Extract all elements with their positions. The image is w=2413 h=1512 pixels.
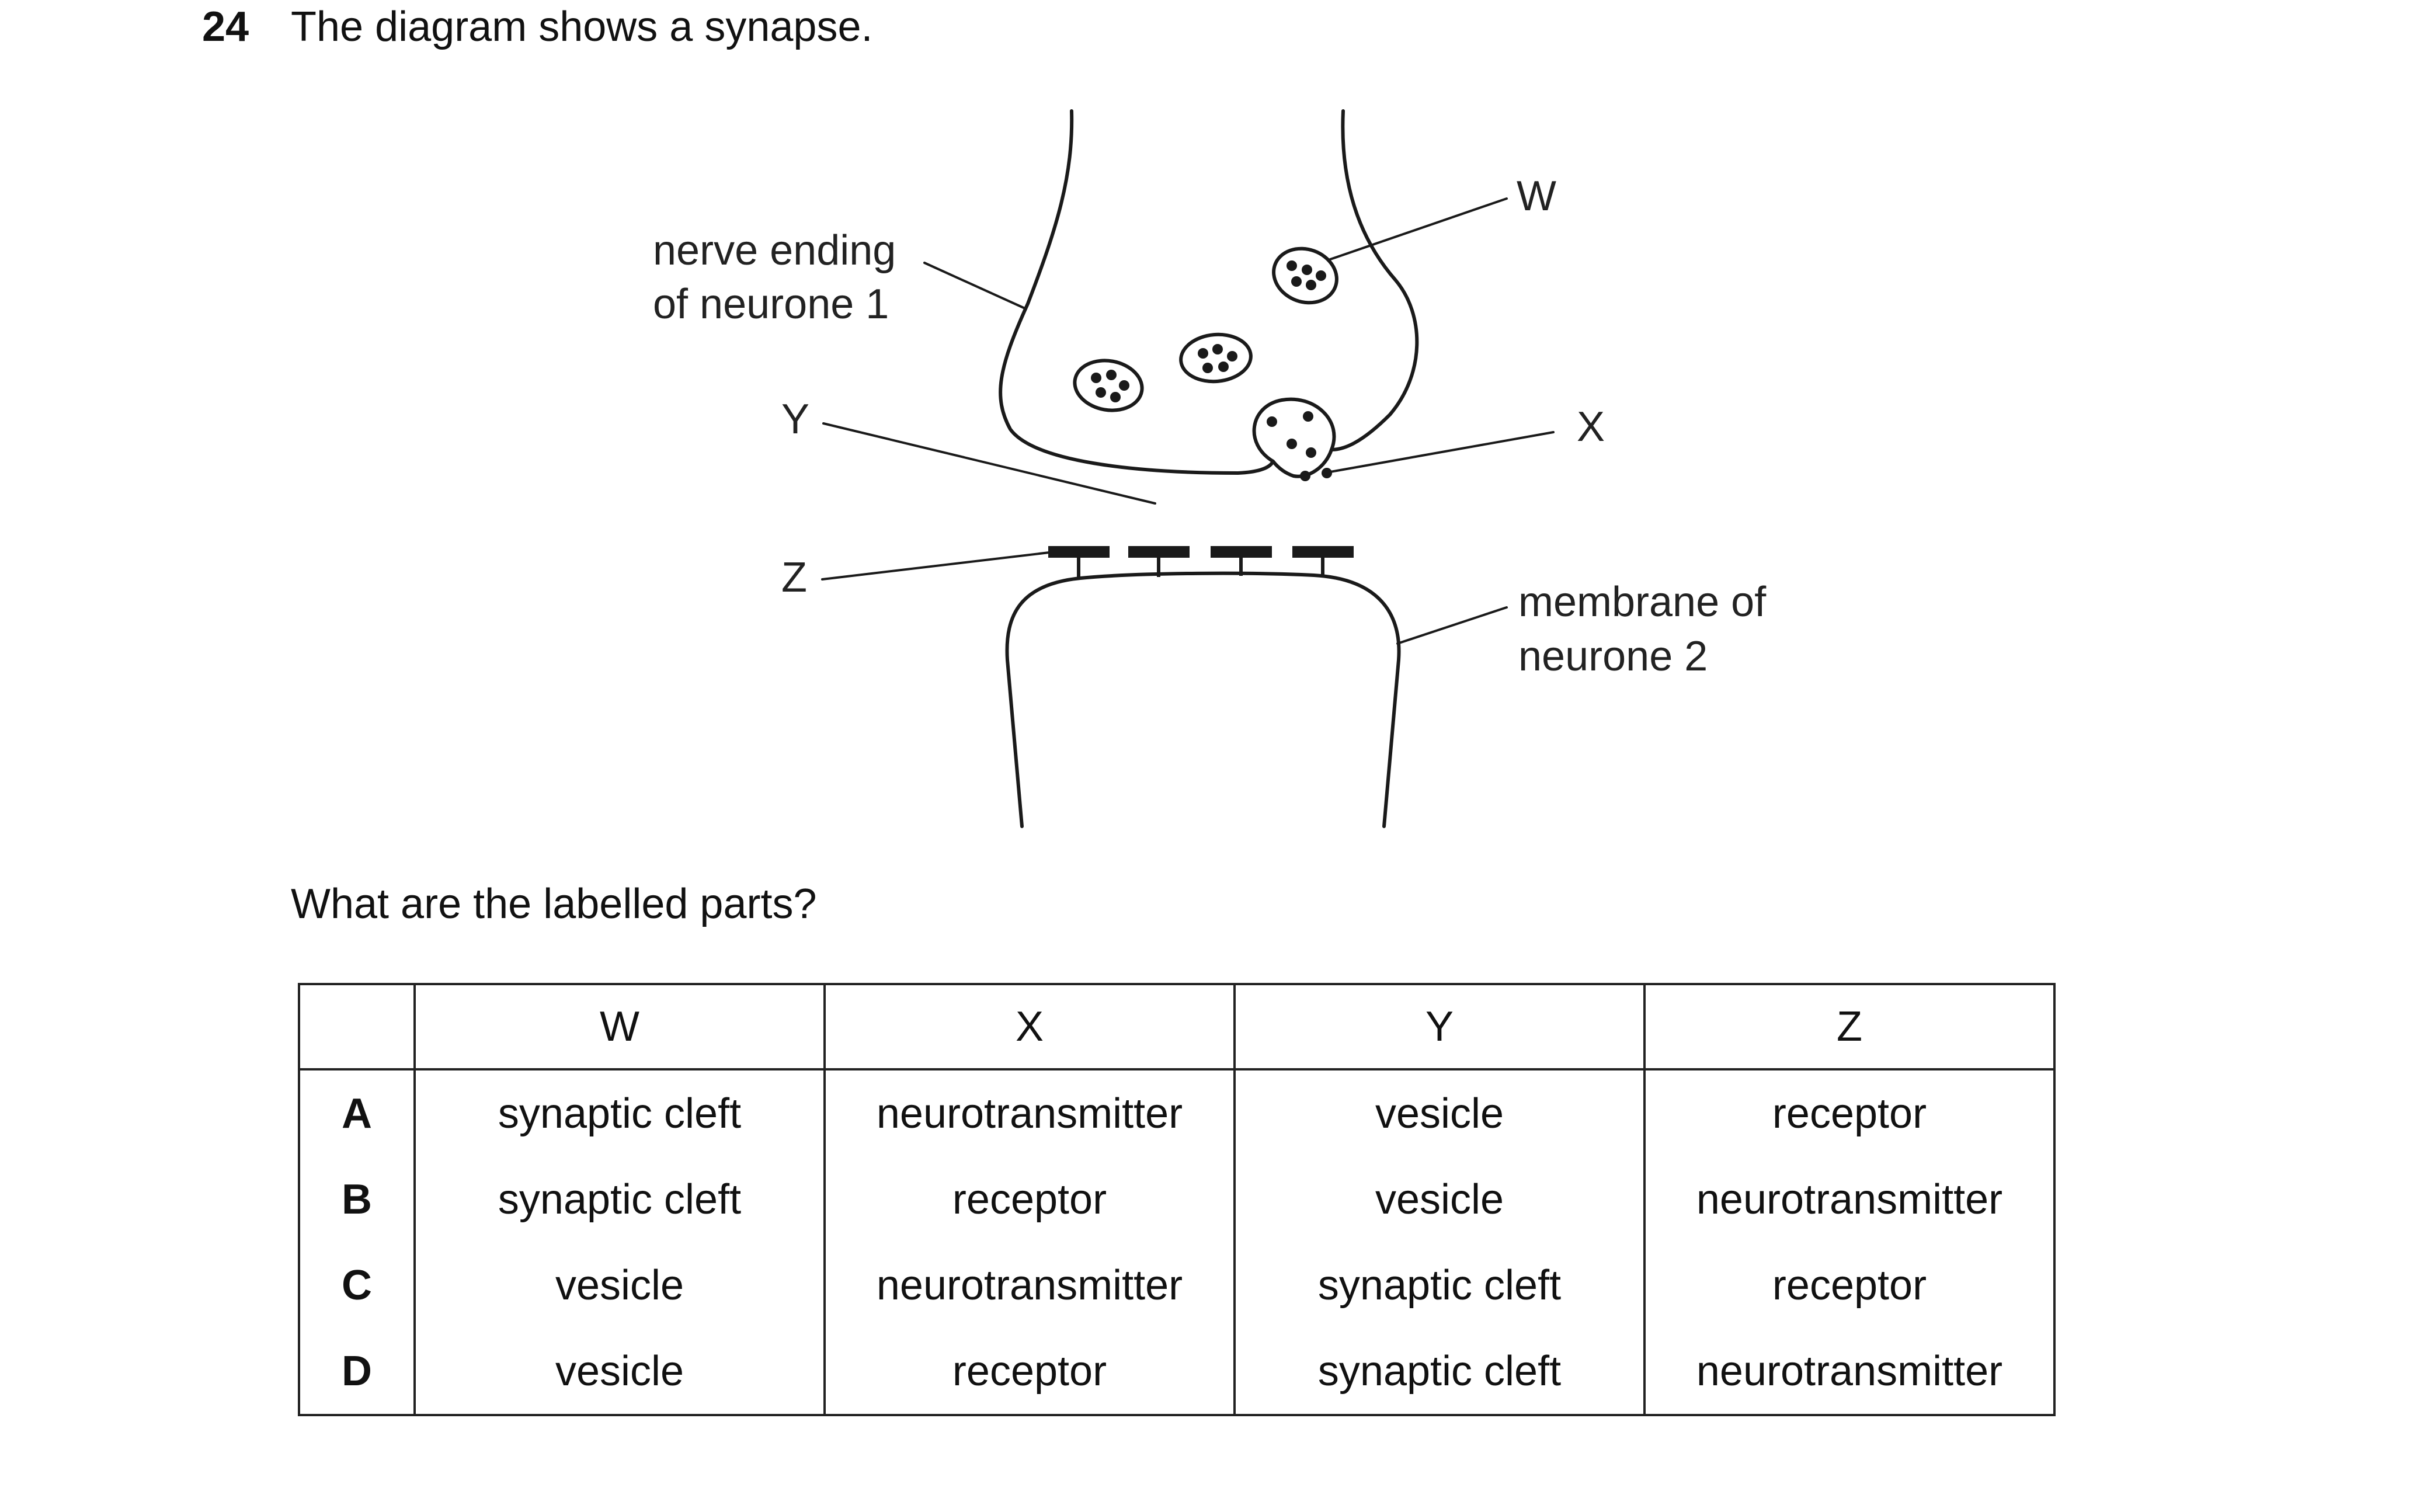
neurotransmitter-dot <box>1091 373 1101 383</box>
answer-table: W X Y Z A synaptic cleft neurotransmitte… <box>298 983 2056 1416</box>
label-nerve-ending-line2: of neurone 1 <box>653 281 889 328</box>
table-cell: receptor <box>1643 1242 2056 1328</box>
header-X: X <box>823 983 1236 1070</box>
label-W: W <box>1517 173 1556 220</box>
table-cell: receptor <box>823 1156 1236 1242</box>
table-row: A synaptic cleft neurotransmitter vesicl… <box>298 1069 2056 1156</box>
synapse-diagram: nerve ending of neurone 1 W X Y Z membra… <box>653 109 1767 828</box>
neurotransmitter-dot <box>1218 362 1229 372</box>
neurotransmitter-dot <box>1300 471 1310 481</box>
receptor <box>1048 546 1110 558</box>
vesicle <box>1179 332 1253 384</box>
table-row: C vesicle neurotransmitter synaptic clef… <box>298 1242 2056 1328</box>
neurotransmitter-dot <box>1267 416 1277 427</box>
vesicle <box>1073 359 1144 412</box>
option-letter: A <box>298 1069 416 1156</box>
table-row: D vesicle receptor synaptic cleft neurot… <box>298 1328 2056 1416</box>
vesicle <box>1272 246 1338 305</box>
table-cell: neurotransmitter <box>823 1242 1236 1328</box>
table-cell: vesicle <box>1233 1069 1646 1156</box>
neurotransmitter-dot <box>1316 270 1326 281</box>
leader-line-membrane <box>1396 606 1508 645</box>
leader-line-Y <box>822 422 1156 505</box>
neurotransmitter-dot <box>1096 387 1106 398</box>
neurotransmitter-dot <box>1287 260 1297 271</box>
neurotransmitter-dot <box>1302 265 1312 275</box>
neurotransmitter-dot <box>1212 344 1223 354</box>
table-cell: neurotransmitter <box>1643 1328 2056 1416</box>
table-header-row: W X Y Z <box>298 983 2056 1070</box>
header-Z: Z <box>1643 983 2056 1070</box>
neurotransmitter-dot <box>1303 411 1313 422</box>
neurotransmitter-dot <box>1119 380 1129 391</box>
neurotransmitter-dot <box>1106 370 1117 380</box>
question-number: 24 <box>202 4 249 50</box>
option-letter: D <box>298 1328 416 1416</box>
receptor <box>1128 546 1190 558</box>
header-Y: Y <box>1233 983 1646 1070</box>
table-cell: synaptic cleft <box>413 1069 826 1156</box>
label-Y: Y <box>781 396 809 443</box>
label-Z: Z <box>781 554 807 601</box>
table-cell: vesicle <box>413 1328 826 1416</box>
header-blank <box>298 983 416 1070</box>
neurotransmitter-dot <box>1322 468 1332 478</box>
receptor <box>1292 546 1354 558</box>
label-membrane-line2: neurone 2 <box>1518 633 1708 680</box>
leader-line-Z <box>821 551 1055 581</box>
neurotransmitter-dot <box>1306 447 1316 458</box>
option-letter: C <box>298 1242 416 1328</box>
table-cell: synaptic cleft <box>1233 1328 1646 1416</box>
table-cell: vesicle <box>413 1242 826 1328</box>
table-cell: vesicle <box>1233 1156 1646 1242</box>
nerve-ending-outline-right <box>1330 109 1419 451</box>
label-nerve-ending-line1: nerve ending <box>653 227 896 274</box>
receptor <box>1211 546 1272 558</box>
table-cell: receptor <box>1643 1069 2056 1156</box>
neurotransmitter-dot <box>1291 276 1302 287</box>
label-membrane-line1: membrane of <box>1518 579 1767 625</box>
question-prompt: What are the labelled parts? <box>291 881 817 927</box>
table-cell: neurotransmitter <box>823 1069 1236 1156</box>
fusing-vesicle-outline <box>1252 397 1336 478</box>
neurotransmitter-dot <box>1110 392 1121 402</box>
leader-line-W <box>1327 197 1508 261</box>
neurotransmitter-dot <box>1287 439 1297 449</box>
table-row: B synaptic cleft receptor vesicle neurot… <box>298 1156 2056 1242</box>
option-letter: B <box>298 1156 416 1242</box>
label-X: X <box>1577 404 1605 450</box>
table-cell: synaptic cleft <box>413 1156 826 1242</box>
table-cell: receptor <box>823 1328 1236 1416</box>
header-W: W <box>413 983 826 1070</box>
neurotransmitter-dot <box>1198 348 1208 359</box>
table-cell: synaptic cleft <box>1233 1242 1646 1328</box>
neurotransmitter-dot <box>1306 280 1316 290</box>
neurotransmitter-dot <box>1227 351 1237 362</box>
question-text: The diagram shows a synapse. <box>291 4 873 50</box>
leader-line-X <box>1329 431 1555 473</box>
table-cell: neurotransmitter <box>1643 1156 2056 1242</box>
neurone-2-outline <box>1005 571 1401 828</box>
leader-line-nerve-ending <box>923 262 1026 310</box>
nerve-ending-outline <box>999 109 1275 475</box>
neurotransmitter-dot <box>1202 363 1213 373</box>
